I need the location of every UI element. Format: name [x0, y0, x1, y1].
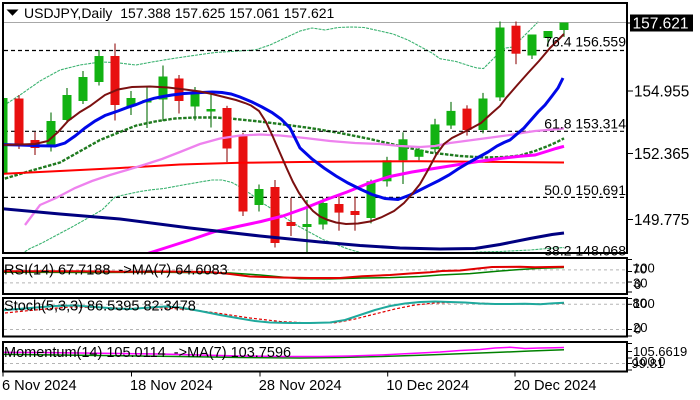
- svg-text:RSI(14) 67.7188 ->MA(7) 64.60: RSI(14) 67.7188 ->MA(7) 64.6083: [4, 263, 228, 279]
- svg-text:61.8 153.314: 61.8 153.314: [544, 116, 626, 132]
- svg-text:70: 70: [633, 262, 647, 277]
- svg-text:6 Nov 2024: 6 Nov 2024: [2, 378, 77, 394]
- svg-text:157.621: 157.621: [633, 16, 689, 33]
- svg-text:Stoch(5,3,3) 86.5395 82.3478: Stoch(5,3,3) 86.5395 82.3478: [4, 299, 196, 315]
- svg-text:100.0: 100.0: [633, 354, 666, 369]
- svg-text:18 Nov 2024: 18 Nov 2024: [130, 378, 213, 394]
- svg-text:80: 80: [633, 296, 647, 311]
- svg-text:149.775: 149.775: [634, 212, 689, 229]
- svg-text:USDJPY,Daily 157.388 157.625: USDJPY,Daily 157.388 157.625 157.061 157…: [24, 5, 335, 21]
- svg-text:38.2 148.068: 38.2 148.068: [544, 243, 626, 259]
- svg-text:20 Dec 2024: 20 Dec 2024: [514, 378, 597, 394]
- svg-text:152.365: 152.365: [634, 146, 689, 163]
- svg-text:Momentum(14) 105.0114 ->MA(7): Momentum(14) 105.0114 ->MA(7) 103.7596: [4, 345, 291, 361]
- svg-text:30: 30: [633, 276, 647, 291]
- svg-text:100: 100: [633, 261, 655, 276]
- svg-text:100: 100: [633, 296, 655, 311]
- svg-text:76.4 156.559: 76.4 156.559: [544, 34, 626, 50]
- svg-text:0: 0: [634, 277, 641, 292]
- svg-text:0: 0: [634, 322, 641, 337]
- svg-text:154.955: 154.955: [634, 83, 689, 100]
- svg-text:20: 20: [633, 320, 647, 335]
- svg-text:50.0 150.691: 50.0 150.691: [544, 182, 626, 198]
- svg-text:28 Nov 2024: 28 Nov 2024: [259, 378, 342, 394]
- svg-text:105.6619: 105.6619: [633, 344, 687, 359]
- svg-text:10 Dec 2024: 10 Dec 2024: [386, 378, 469, 394]
- svg-text:99.81: 99.81: [632, 356, 665, 371]
